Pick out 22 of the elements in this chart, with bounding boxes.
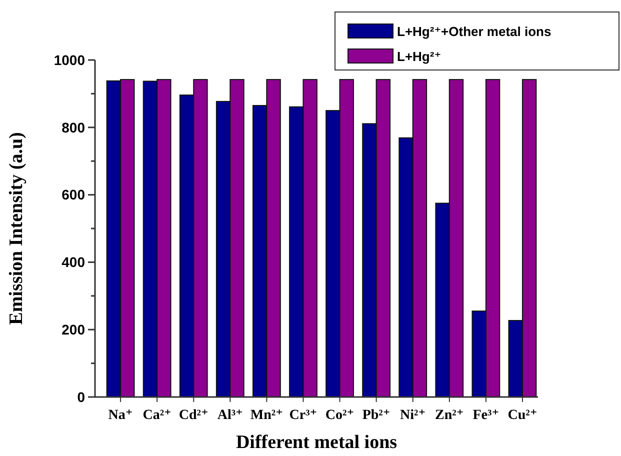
- legend-label: L+Hg²⁺: [397, 49, 442, 64]
- x-tick-label: Al³⁺: [217, 408, 243, 423]
- x-tick-label: Ni²⁺: [400, 408, 426, 423]
- x-tick-label: Ca²⁺: [142, 408, 172, 423]
- y-tick-label: 0: [77, 388, 86, 405]
- x-tick-label: Mn²⁺: [250, 408, 283, 423]
- x-tick-label: Fe³⁺: [472, 408, 500, 423]
- x-tick-label: Cd²⁺: [178, 408, 208, 423]
- x-tick-label: Pb²⁺: [362, 408, 390, 423]
- y-axis-title: Emission Intensity (a.u): [6, 132, 27, 325]
- y-tick-label: 800: [62, 119, 86, 136]
- x-tick-label: Na⁺: [108, 408, 133, 423]
- y-tick-label: 1000: [54, 52, 86, 68]
- x-tick-label: Cu²⁺: [508, 408, 538, 423]
- x-tick-label: Cr³⁺: [289, 408, 318, 423]
- y-tick-label: 600: [62, 186, 86, 203]
- x-tick-label: Zn²⁺: [435, 408, 464, 423]
- legend-label: L+Hg²⁺+Other metal ions: [397, 24, 552, 39]
- x-tick-label: Co²⁺: [325, 408, 354, 423]
- x-axis-title: Different metal ions: [236, 432, 398, 453]
- y-tick-label: 400: [62, 254, 86, 270]
- y-tick-label: 200: [62, 322, 86, 338]
